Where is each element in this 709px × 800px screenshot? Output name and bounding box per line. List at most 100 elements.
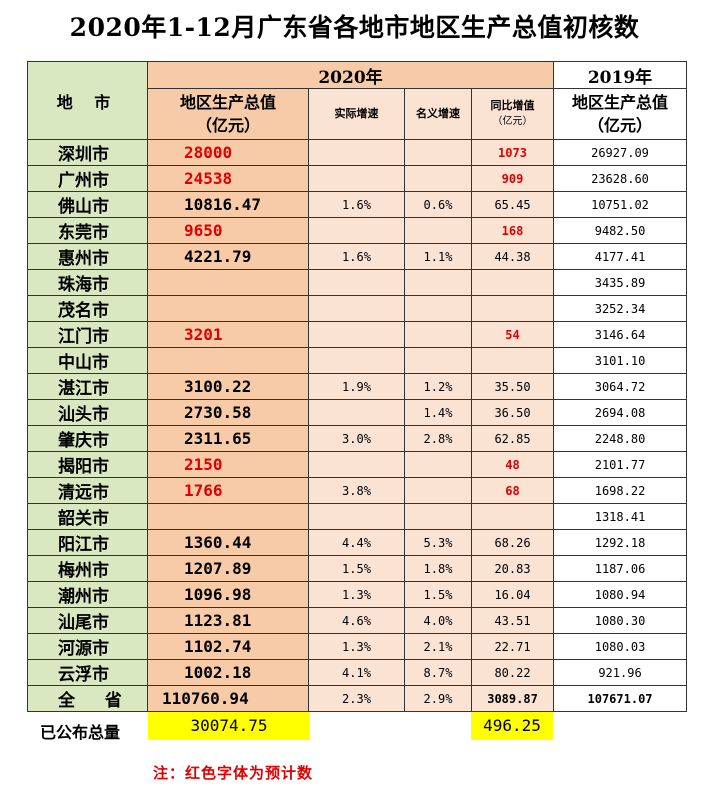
gdp-2019-cell: 1292.18: [554, 530, 687, 556]
real-growth-cell: [309, 504, 405, 530]
gdp-2019-header-unit: （亿元）: [556, 114, 684, 137]
city-cell: 中山市: [28, 348, 148, 374]
yoy-increase-cell: 20.83: [472, 556, 554, 582]
city-cell: 揭阳市: [28, 452, 148, 478]
nominal-growth-cell: 1.8%: [405, 556, 472, 582]
city-cell: 湛江市: [28, 374, 148, 400]
city-cell: 惠州市: [28, 244, 148, 270]
city-cell: 佛山市: [28, 192, 148, 218]
nominal-growth-cell: 1.2%: [405, 374, 472, 400]
table-row: 中山市 3101.10: [28, 348, 687, 374]
city-cell: 汕头市: [28, 400, 148, 426]
city-cell: 梅州市: [28, 556, 148, 582]
real-growth-cell: [309, 270, 405, 296]
real-growth-cell: 4.4%: [309, 530, 405, 556]
gdp-2019-cell: 3252.34: [554, 296, 687, 322]
nominal-growth-cell: [405, 166, 472, 192]
gdp-2019-cell: 2694.08: [554, 400, 687, 426]
gdp-2020-cell: 110760.94: [148, 686, 309, 712]
gdp-table-body: 地 市 2020年 2019年 地区生产总值 （亿元） 实际增速 名义增速 同比…: [28, 62, 687, 712]
gdp-2020-cell: 1360.44: [148, 530, 309, 556]
gdp-2019-cell: 26927.09: [554, 140, 687, 166]
nominal-growth-cell: [405, 478, 472, 504]
gdp-2020-cell: [148, 348, 309, 374]
yoy-increase-cell: 48: [472, 452, 554, 478]
yoy-increase-header: 同比增值 （亿元）: [472, 89, 554, 140]
gdp-2019-header: 地区生产总值 （亿元）: [554, 89, 687, 140]
table-row: 揭阳市 2150 48 2101.77: [28, 452, 687, 478]
city-cell: 珠海市: [28, 270, 148, 296]
yoy-increase-cell: 35.50: [472, 374, 554, 400]
yoy-increase-cell: 1073: [472, 140, 554, 166]
gdp-2020-cell: 10816.47: [148, 192, 309, 218]
published-increase-total: 496.25: [471, 712, 553, 740]
gdp-2020-cell: [148, 296, 309, 322]
yoy-increase-cell: 3089.87: [472, 686, 554, 712]
yoy-increase-cell: 43.51: [472, 608, 554, 634]
gdp-2020-cell: 3201: [148, 322, 309, 348]
real-growth-cell: 1.3%: [309, 582, 405, 608]
table-row: 清远市 1766 3.8% 68 1698.22: [28, 478, 687, 504]
yoy-increase-cell: [472, 296, 554, 322]
nominal-growth-cell: 2.8%: [405, 426, 472, 452]
real-growth-cell: 2.3%: [309, 686, 405, 712]
nominal-growth-cell: 1.5%: [405, 582, 472, 608]
gdp-2020-cell: 24538: [148, 166, 309, 192]
gdp-table: 地 市 2020年 2019年 地区生产总值 （亿元） 实际增速 名义增速 同比…: [27, 61, 687, 712]
total-row: 全 省 110760.94 2.3% 2.9% 3089.87 107671.07: [28, 686, 687, 712]
gdp-2019-cell: 1318.41: [554, 504, 687, 530]
yoy-increase-cell: 36.50: [472, 400, 554, 426]
real-growth-header: 实际增速: [309, 89, 405, 140]
year-2019-header: 2019年: [554, 62, 687, 89]
year-2020-header: 2020年: [148, 62, 554, 89]
nominal-growth-cell: 2.9%: [405, 686, 472, 712]
nominal-growth-cell: [405, 218, 472, 244]
gdp-2019-cell: 1187.06: [554, 556, 687, 582]
gdp-2019-cell: 107671.07: [554, 686, 687, 712]
table-row: 广州市 24538 909 23628.60: [28, 166, 687, 192]
real-growth-cell: [309, 140, 405, 166]
table-row: 河源市 1102.74 1.3% 2.1% 22.71 1080.03: [28, 634, 687, 660]
city-cell: 肇庆市: [28, 426, 148, 452]
city-cell: 河源市: [28, 634, 148, 660]
yoy-increase-cell: 168: [472, 218, 554, 244]
nominal-growth-cell: [405, 504, 472, 530]
gdp-2019-cell: 3435.89: [554, 270, 687, 296]
yoy-increase-cell: 22.71: [472, 634, 554, 660]
estimate-note: 注：红色字体为预计数: [153, 762, 313, 783]
nominal-growth-cell: 2.1%: [405, 634, 472, 660]
nominal-growth-cell: [405, 452, 472, 478]
yoy-increase-cell: 68.26: [472, 530, 554, 556]
published-total-label: 已公布总量: [40, 719, 120, 743]
region-header: 地 市: [28, 62, 148, 140]
gdp-2020-cell: [148, 504, 309, 530]
table-row: 汕尾市 1123.81 4.6% 4.0% 43.51 1080.30: [28, 608, 687, 634]
table-row: 潮州市 1096.98 1.3% 1.5% 16.04 1080.94: [28, 582, 687, 608]
table-row: 茂名市 3252.34: [28, 296, 687, 322]
nominal-growth-cell: [405, 270, 472, 296]
table-row: 湛江市 3100.22 1.9% 1.2% 35.50 3064.72: [28, 374, 687, 400]
table-row: 惠州市 4221.79 1.6% 1.1% 44.38 4177.41: [28, 244, 687, 270]
nominal-growth-cell: 1.4%: [405, 400, 472, 426]
gdp-2019-cell: 1698.22: [554, 478, 687, 504]
table-row: 梅州市 1207.89 1.5% 1.8% 20.83 1187.06: [28, 556, 687, 582]
gdp-2020-cell: 2311.65: [148, 426, 309, 452]
gdp-2019-cell: 23628.60: [554, 166, 687, 192]
yoy-increase-cell: 62.85: [472, 426, 554, 452]
gdp-2020-header-unit: （亿元）: [150, 114, 306, 137]
city-cell: 韶关市: [28, 504, 148, 530]
gdp-2019-cell: 3146.64: [554, 322, 687, 348]
gdp-2020-cell: 1096.98: [148, 582, 309, 608]
gdp-2020-cell: 3100.22: [148, 374, 309, 400]
nominal-growth-cell: 5.3%: [405, 530, 472, 556]
real-growth-cell: [309, 348, 405, 374]
table-row: 肇庆市 2311.65 3.0% 2.8% 62.85 2248.80: [28, 426, 687, 452]
gdp-2019-cell: 2101.77: [554, 452, 687, 478]
real-growth-cell: 4.6%: [309, 608, 405, 634]
nominal-growth-cell: [405, 140, 472, 166]
gdp-2020-cell: 1207.89: [148, 556, 309, 582]
real-growth-cell: [309, 218, 405, 244]
gdp-2019-cell: 1080.30: [554, 608, 687, 634]
city-cell: 江门市: [28, 322, 148, 348]
gdp-2019-header-label: 地区生产总值: [556, 91, 684, 114]
